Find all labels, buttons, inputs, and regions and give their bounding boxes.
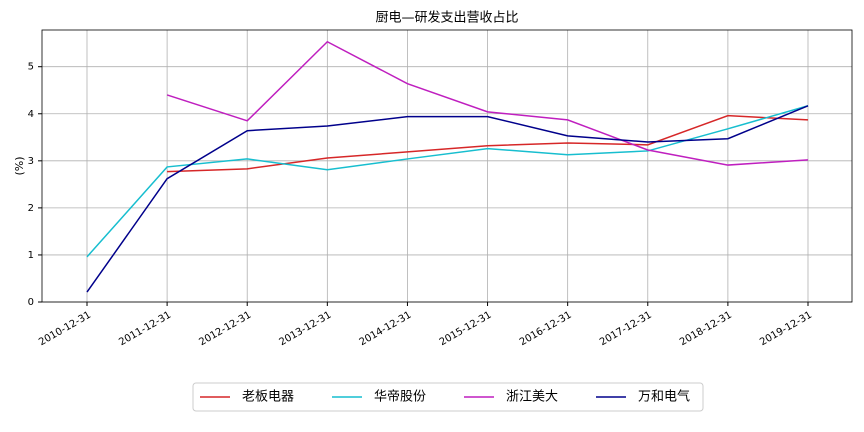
legend-items: 老板电器 华帝股份 浙江美大 万和电气 (200, 389, 690, 405)
legend-label: 万和电气 (638, 389, 690, 405)
series-line (167, 114, 809, 173)
y-tick-label: 0 (28, 297, 34, 308)
y-tick-label: 5 (28, 62, 34, 73)
lines (86, 40, 809, 293)
series-line (86, 105, 809, 293)
y-tick-label: 3 (28, 156, 34, 167)
y-tick-label: 4 (28, 109, 34, 120)
y-tick-label: 2 (28, 203, 34, 214)
plot-frame (41, 29, 853, 303)
legend-label: 老板电器 (242, 390, 294, 405)
chart-title: 厨电—研发支出营收占比 (375, 10, 518, 26)
legend-label: 浙江美大 (506, 390, 558, 405)
legend-label: 华帝股份 (374, 389, 426, 405)
legend (192, 382, 704, 412)
y-tick-label: 1 (28, 250, 34, 261)
series-line (166, 40, 809, 166)
grid (42, 30, 852, 303)
y-axis-label: (%) (13, 156, 26, 175)
